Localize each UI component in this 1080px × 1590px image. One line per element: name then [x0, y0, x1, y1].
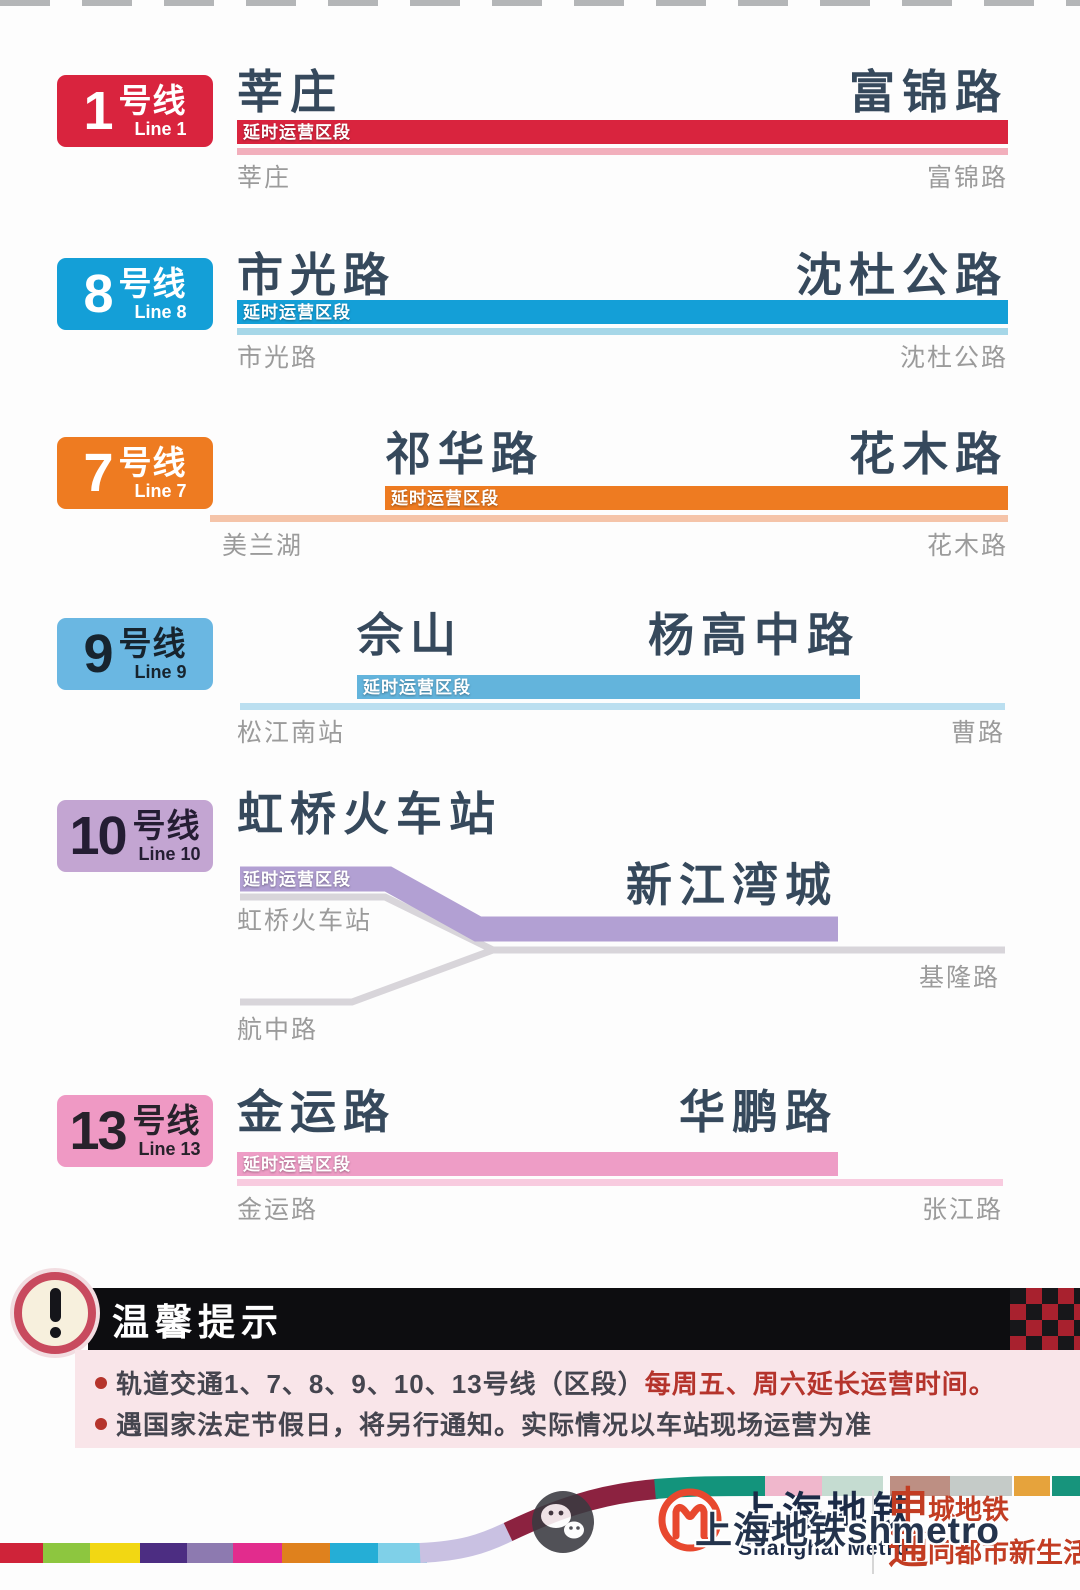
- segment-label: 延时运营区段: [243, 122, 351, 142]
- line-13-row: 13 号线 Line 13 金运路 华鹏路 延时运营区段 金运路 张江路: [0, 1085, 1080, 1280]
- endpoint-right: 张江路: [921, 1196, 1003, 1224]
- endpoint-right: 曹路: [950, 719, 1005, 747]
- footer-stripe: [0, 1476, 1080, 1563]
- line-sub: Line 10: [138, 844, 201, 864]
- watermark-text: 上海地铁shmetro: [695, 1510, 1000, 1551]
- footer-slogan-line-1: 申 城地铁: [888, 1485, 1009, 1529]
- endpoint-left: 莘庄: [237, 164, 292, 192]
- line-sub: Line 13: [138, 1139, 201, 1159]
- notice-text: 轨道交通1、7、8、9、10、13号线（区段）: [116, 1369, 645, 1399]
- exclamation-icon: [14, 1272, 96, 1354]
- to-station: 富锦路: [849, 65, 1008, 119]
- endpoint-left: 金运路: [237, 1196, 319, 1224]
- checker-decoration: [1010, 1288, 1080, 1350]
- notice-bullet-1: 轨道交通1、7、8、9、10、13号线（区段） 每周五、周六延长运营时间。: [95, 1364, 996, 1401]
- line-shadow-bar: [237, 328, 1008, 335]
- endpoint-right: 基隆路: [918, 964, 1000, 992]
- extended-service-bar: 延时运营区段: [237, 120, 1008, 144]
- footer-logo-title: 上海地铁: [737, 1490, 917, 1534]
- line-sub: Line 1: [134, 119, 187, 139]
- endpoint-left: 松江南站: [237, 719, 346, 747]
- line-shadow-bar: [237, 148, 1008, 155]
- notice-header-bar: 温馨提示: [88, 1288, 1080, 1350]
- wechat-icon: [532, 1491, 594, 1553]
- endpoint-left-lower: 航中路: [237, 1016, 319, 1044]
- line-13-badge: 13 号线 Line 13: [57, 1095, 213, 1167]
- line-8-badge: 8 号线 Line 8: [57, 258, 213, 330]
- footer-logo-subtitle: Shanghai Metro: [738, 1537, 910, 1560]
- line-suffix: 号线: [118, 82, 187, 119]
- extended-service-bar: 延时运营区段: [385, 486, 1008, 510]
- segment-label: 延时运营区段: [243, 870, 351, 889]
- from-station: 佘山: [357, 608, 463, 662]
- branch-diagram: [240, 866, 1005, 1006]
- line-number: 1: [83, 81, 113, 141]
- segment-label: 延时运营区段: [243, 302, 351, 322]
- top-edge-dashes: [0, 0, 1080, 6]
- segment-label: 延时运营区段: [391, 488, 499, 508]
- endpoint-right: 富锦路: [926, 164, 1008, 192]
- to-station: 杨高中路: [648, 608, 860, 662]
- notice-text-highlight: 每周五、周六延长运营时间。: [644, 1369, 996, 1399]
- endpoint-left-upper: 虹桥火车站: [237, 907, 373, 935]
- line-sub: Line 7: [134, 481, 187, 501]
- line-suffix: 号线: [118, 265, 187, 302]
- line-8-row: 8 号线 Line 8 市光路 沈杜公路 延时运营区段 市光路 沈杜公路: [0, 248, 1080, 443]
- segment-label: 延时运营区段: [363, 677, 471, 697]
- line-suffix: 号线: [132, 807, 201, 844]
- line-9-badge: 9 号线 Line 9: [57, 618, 213, 690]
- from-station: 虹桥火车站: [237, 787, 502, 841]
- endpoint-left: 市光路: [237, 344, 319, 372]
- from-station: 祁华路: [385, 427, 544, 481]
- line-number: 10: [69, 806, 127, 866]
- endpoint-left: 美兰湖: [222, 532, 304, 560]
- line-1-badge: 1 号线 Line 1: [57, 75, 213, 147]
- notice-panel: 轨道交通1、7、8、9、10、13号线（区段） 每周五、周六延长运营时间。 遇国…: [75, 1350, 1080, 1448]
- extended-service-bar: 延时运营区段: [237, 300, 1008, 324]
- line-10-row: 10 号线 Line 10 虹桥火车站 新江湾城 延时运营区段 虹桥火车站 航中…: [0, 790, 1080, 1055]
- endpoint-right: 沈杜公路: [899, 344, 1008, 372]
- to-station: 新江湾城: [626, 858, 838, 912]
- bullet-dot: [95, 1417, 107, 1430]
- line-number: 9: [83, 624, 113, 684]
- notice-bullet-2: 遇国家法定节假日，将另行通知。实际情况以车站现场运营为准: [95, 1405, 872, 1442]
- line-suffix: 号线: [118, 444, 187, 481]
- bullet-dot: [95, 1376, 107, 1389]
- full-line-bar: [210, 515, 1008, 522]
- to-station: 沈杜公路: [796, 248, 1008, 302]
- line-7-row: 7 号线 Line 7 祁华路 花木路 延时运营区段 美兰湖 花木路: [0, 427, 1080, 622]
- extended-service-bar: 延时运营区段: [357, 675, 860, 699]
- notice-title: 温馨提示: [112, 1302, 284, 1343]
- line-sub: Line 9: [134, 662, 187, 682]
- line-7-badge: 7 号线 Line 7: [57, 437, 213, 509]
- line-number: 7: [83, 443, 113, 503]
- from-station: 市光路: [237, 248, 396, 302]
- full-line-bar: [237, 1179, 1003, 1186]
- extended-service-bar: 延时运营区段: [237, 1152, 838, 1176]
- line-1-row: 1 号线 Line 1 莘庄 富锦路 延时运营区段 莘庄 富锦路: [0, 65, 1080, 260]
- line-9-row: 9 号线 Line 9 佘山 杨高中路 延时运营区段 松江南站 曹路: [0, 608, 1080, 803]
- from-station: 莘庄: [237, 65, 343, 119]
- footer-divider: [872, 1490, 874, 1574]
- line-10-badge: 10 号线 Line 10: [57, 800, 213, 872]
- line-suffix: 号线: [118, 625, 187, 662]
- line-number: 13: [69, 1101, 127, 1161]
- to-station: 花木路: [849, 427, 1008, 481]
- line-number: 8: [83, 264, 113, 324]
- footer-slogan-line-2: 通 同都市新生活: [888, 1528, 1080, 1572]
- full-line-bar: [240, 703, 1005, 710]
- line-suffix: 号线: [132, 1102, 201, 1139]
- shanghai-metro-logo: [658, 1488, 722, 1552]
- segment-label: 延时运营区段: [243, 1154, 351, 1174]
- line-sub: Line 8: [134, 302, 187, 322]
- from-station: 金运路: [237, 1085, 396, 1139]
- notice-text: 遇国家法定节假日，将另行通知。实际情况以车站现场运营为准: [116, 1410, 873, 1440]
- to-station: 华鹏路: [679, 1085, 838, 1139]
- endpoint-right: 花木路: [926, 532, 1008, 560]
